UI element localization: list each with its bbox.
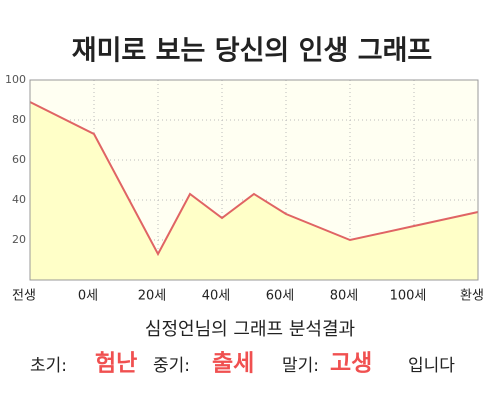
summary-value: 고생 (330, 351, 372, 377)
x-tick-label: 80세 (330, 289, 359, 304)
summary-value: 험난 (95, 351, 137, 377)
y-tick-label: 60 (12, 153, 26, 166)
summary-label: 초기: (30, 356, 67, 376)
summary-label: 중기: (153, 356, 190, 376)
summary-heading: 심정언님의 그래프 분석결과 (145, 319, 355, 340)
x-tick-label: 전생 (12, 289, 36, 304)
y-tick-label: 100 (5, 73, 26, 86)
x-tick-label: 환생 (460, 289, 484, 304)
x-tick-label: 20세 (138, 289, 167, 304)
area (30, 102, 478, 280)
x-tick-label: 40세 (202, 289, 231, 304)
y-tick-label: 80 (12, 113, 26, 126)
summary-value: 출세 (212, 351, 254, 377)
plot-frame (29, 79, 479, 281)
summary-ending: 입니다 (408, 356, 455, 376)
x-tick-label: 60세 (266, 289, 295, 304)
x-tick-label: 100세 (390, 289, 427, 304)
y-tick-label: 20 (12, 233, 26, 246)
summary-label: 말기: (282, 356, 319, 376)
x-tick-label: 0세 (78, 289, 98, 304)
line (29, 101, 479, 257)
y-tick-label: 40 (12, 193, 26, 206)
chart-title: 재미로 보는 당신의 인생 그래프 (72, 36, 433, 67)
